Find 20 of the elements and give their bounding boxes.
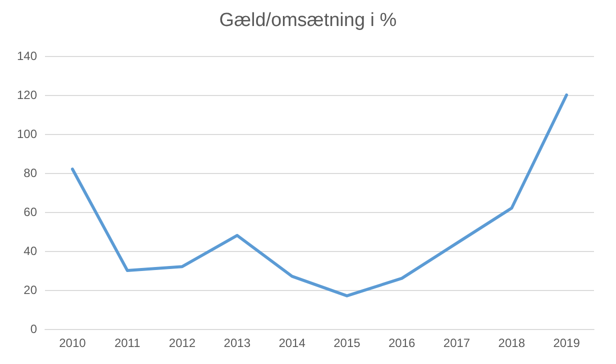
x-tick-label: 2011	[114, 336, 141, 350]
y-tick-label: 80	[24, 166, 38, 180]
y-tick-label: 60	[24, 205, 38, 219]
x-tick-label: 2012	[168, 336, 196, 350]
chart-title: Gæld/omsætning i %	[219, 10, 397, 31]
y-tick-label: 0	[30, 322, 38, 336]
y-tick-label: 140	[16, 49, 38, 63]
y-tick-label: 40	[24, 244, 38, 258]
x-tick-label: 2016	[388, 336, 416, 350]
x-tick-label: 2019	[553, 336, 580, 350]
x-tick-label: 2018	[498, 336, 526, 350]
x-tick-label: 2015	[334, 336, 361, 350]
y-tick-label: 120	[16, 88, 38, 102]
y-tick-label: 100	[16, 127, 38, 141]
x-tick-label: 2013	[224, 336, 251, 350]
x-tick-label: 2014	[278, 336, 306, 350]
y-tick-label: 20	[24, 283, 38, 297]
x-tick-label: 2017	[443, 336, 470, 350]
line-series	[70, 94, 568, 298]
x-tick-label: 2010	[59, 336, 86, 350]
